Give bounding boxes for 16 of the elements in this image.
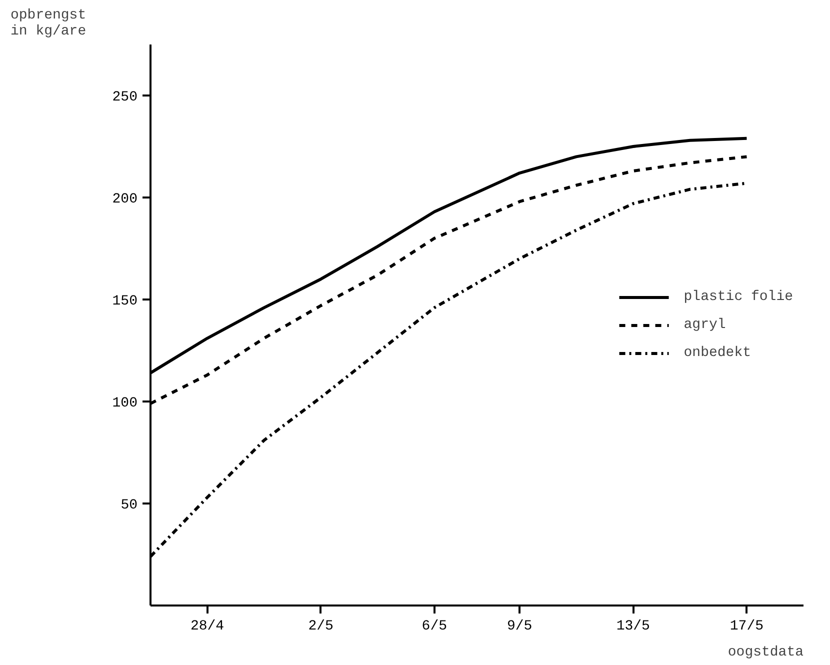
y-tick-label: 250	[112, 90, 138, 106]
x-axis-title: oogstdata	[728, 644, 804, 660]
y-tick-label: 100	[112, 396, 138, 412]
x-tick-label: 9/5	[506, 618, 532, 634]
x-tick-label: 17/5	[730, 618, 764, 634]
x-tick-label: 2/5	[308, 618, 334, 634]
y-tick-label: 200	[112, 192, 138, 208]
x-tick-label: 28/4	[190, 618, 224, 634]
legend-label: onbedekt	[684, 344, 751, 360]
legend-label: agryl	[684, 316, 726, 332]
y-axis-title: opbrengst in kg/are	[10, 8, 86, 40]
x-tick-label: 13/5	[616, 618, 650, 634]
y-tick-label: 150	[112, 294, 138, 310]
y-tick-label: 50	[120, 498, 138, 514]
legend-label: plastic folie	[684, 288, 793, 304]
x-tick-label: 6/5	[422, 618, 448, 634]
